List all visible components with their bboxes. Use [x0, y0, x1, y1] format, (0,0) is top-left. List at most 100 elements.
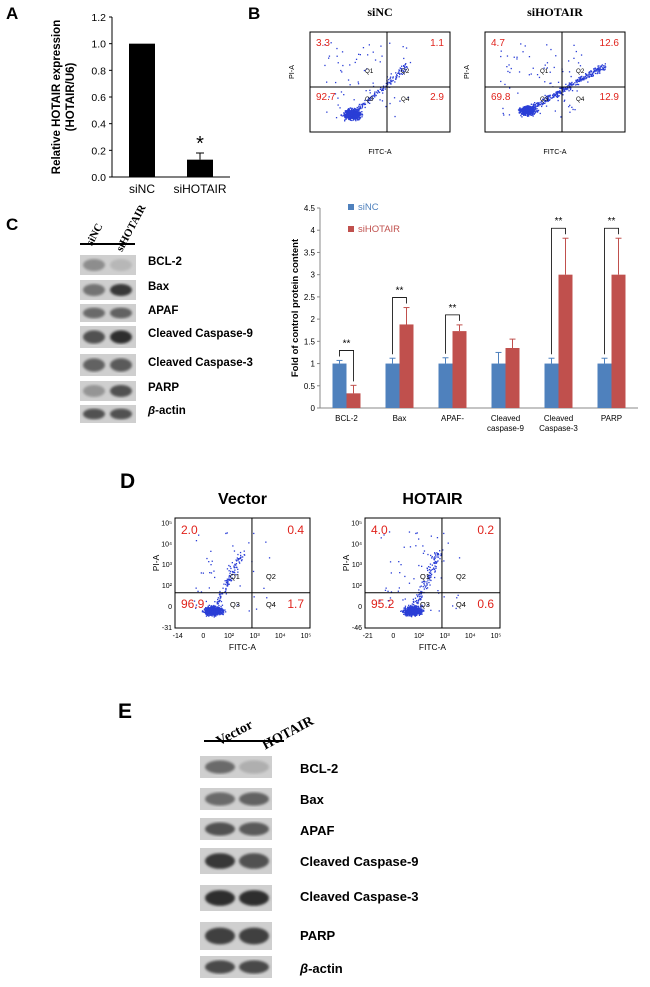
blot-bands-5 — [83, 385, 132, 397]
b-y-tick-label: 3.5 — [304, 248, 316, 257]
a-y-label-2: (HOTAIR/U6) — [65, 62, 77, 131]
blot-band — [83, 385, 105, 397]
flow-title: Vector — [218, 491, 267, 508]
blot-bands-5 — [205, 927, 269, 945]
b-y-tick-label: 2 — [311, 315, 316, 324]
a-significance: * — [196, 133, 204, 155]
blot-band — [83, 307, 105, 319]
blot-band — [205, 960, 235, 974]
blot-e-underline — [204, 740, 284, 742]
chart-a: 0.0 0.2 0.4 0.6 0.8 1.0 1.2 siNC * siHOTAIR Relati… — [51, 12, 230, 196]
b-y-tick-label: 0.5 — [304, 382, 316, 391]
flow-q3: Q3 — [540, 96, 549, 103]
flow-x-tick: 10³ — [250, 633, 261, 640]
blot-e-lane-hotair: HOTAIR — [260, 713, 317, 754]
flow-x-label: FITC-A — [419, 642, 447, 652]
b-bar-1-1 — [399, 324, 414, 408]
blot-bands-4 — [83, 358, 132, 372]
flow-q4: Q4 — [401, 96, 410, 103]
blot-c-label: Cleaved Caspase-9 — [148, 328, 253, 340]
blot-band — [110, 385, 132, 397]
flow-ll-value: 96.9 — [181, 597, 205, 611]
flow-lr-value: 0.6 — [477, 597, 494, 611]
blot-c-image — [80, 255, 136, 423]
flow-y-tick: 10³ — [352, 562, 363, 569]
flow-y-tick: 10⁴ — [351, 541, 362, 548]
a-y-tick-label: 0.8 — [91, 65, 106, 77]
b-x-tick-label: Caspase-3 — [539, 424, 578, 433]
flow-q2: Q2 — [401, 68, 410, 75]
flow-x-tick: 0 — [391, 633, 395, 640]
b-bar-1-5 — [611, 274, 626, 408]
flow-ur-value: 12.6 — [600, 38, 620, 49]
b-bar-0-5 — [597, 363, 612, 408]
flow-frame — [484, 31, 626, 133]
blot-c-underline — [80, 243, 135, 245]
flow-q2: Q2 — [576, 68, 585, 75]
blot-band — [110, 307, 132, 319]
a-y-label: Relative HOTAIR expression — [51, 20, 63, 174]
flow-y-label: PI-A — [462, 65, 471, 79]
flow-y-tick: 0 — [168, 604, 172, 611]
flow-x-tick: 10⁵ — [301, 633, 312, 640]
b-bracket — [445, 314, 460, 354]
flow-d: 2.0 0.4 96.9 1.7 Q1 Q2 Q3 Q4 FITC-A PI-A Vector -14… — [151, 491, 502, 652]
flow-x-label: FITC-A — [368, 147, 391, 156]
a-y-tick-label: 1.0 — [91, 39, 106, 51]
blot-e-lane-vector: Vector — [214, 717, 256, 750]
b-bracket — [392, 297, 407, 355]
b-bar-1-0 — [346, 393, 361, 408]
flow-y-tick: 10² — [352, 583, 363, 590]
blot-band — [83, 330, 105, 344]
chart-b: 0 0.5 1 1.5 2 2.5 3 3.5 4 4.5 Fold of control prot… — [290, 202, 638, 433]
beta-symbol: β- — [300, 961, 313, 976]
blot-bands-2 — [205, 822, 269, 836]
a-x-tick-label: siNC — [129, 182, 155, 196]
flow-lr-value: 12.9 — [600, 92, 620, 103]
blot-band — [110, 259, 132, 271]
flow-y-tick: 10² — [162, 583, 173, 590]
b-bar-0-2 — [438, 363, 453, 408]
b-bracket — [339, 350, 354, 382]
flow-title: HOTAIR — [402, 491, 463, 508]
flow-q4: Q4 — [576, 96, 585, 103]
flow-ul-value: 4.7 — [491, 38, 505, 49]
b-significance: ** — [555, 216, 563, 227]
blot-c-label: Bax — [148, 281, 170, 293]
b-bar-0-3 — [491, 363, 506, 408]
flow-x-tick: 10² — [414, 633, 425, 640]
flow-y-label: PI-A — [151, 554, 161, 571]
b-x-tick-label: PARP — [601, 414, 622, 423]
blot-band — [110, 330, 132, 344]
flow-q2: Q2 — [266, 572, 276, 581]
a-bar-0 — [129, 43, 155, 177]
blot-e-image — [200, 756, 272, 978]
flow-ll-value: 92.7 — [316, 92, 336, 103]
b-x-tick-label: Bax — [393, 414, 407, 423]
a-x-tick-label: siHOTAIR — [173, 182, 226, 196]
b-bar-1-2 — [452, 331, 467, 408]
b-significance: ** — [449, 303, 457, 314]
b-y-tick-label: 4 — [311, 226, 316, 235]
flow-x-tick: 0 — [201, 633, 205, 640]
flow-x-tick: 10⁵ — [491, 633, 502, 640]
b-y-tick-label: 1 — [311, 360, 316, 369]
flow-q4: Q4 — [266, 600, 276, 609]
flow-ur-value: 1.1 — [430, 38, 444, 49]
blot-bands-0 — [205, 760, 269, 774]
flow-ll-value: 95.2 — [371, 597, 395, 611]
b-y-tick-label: 2.5 — [304, 293, 316, 302]
flow-dots — [193, 532, 271, 618]
flow-lr-value: 1.7 — [287, 597, 304, 611]
flow-y-tick: -46 — [352, 625, 362, 632]
flow-frame — [364, 517, 501, 629]
flow-y-tick: 10³ — [162, 562, 173, 569]
panel-label-c: C — [6, 215, 19, 234]
b-bracket — [604, 227, 619, 355]
flow-y-tick: -31 — [162, 625, 172, 632]
flow-frame — [174, 517, 311, 629]
a-y-tick-label: 0.4 — [91, 119, 106, 131]
blot-band — [239, 927, 269, 945]
blot-e-lanes: Vector HOTAIR — [200, 700, 320, 753]
blot-e-label: PARP — [300, 928, 336, 943]
